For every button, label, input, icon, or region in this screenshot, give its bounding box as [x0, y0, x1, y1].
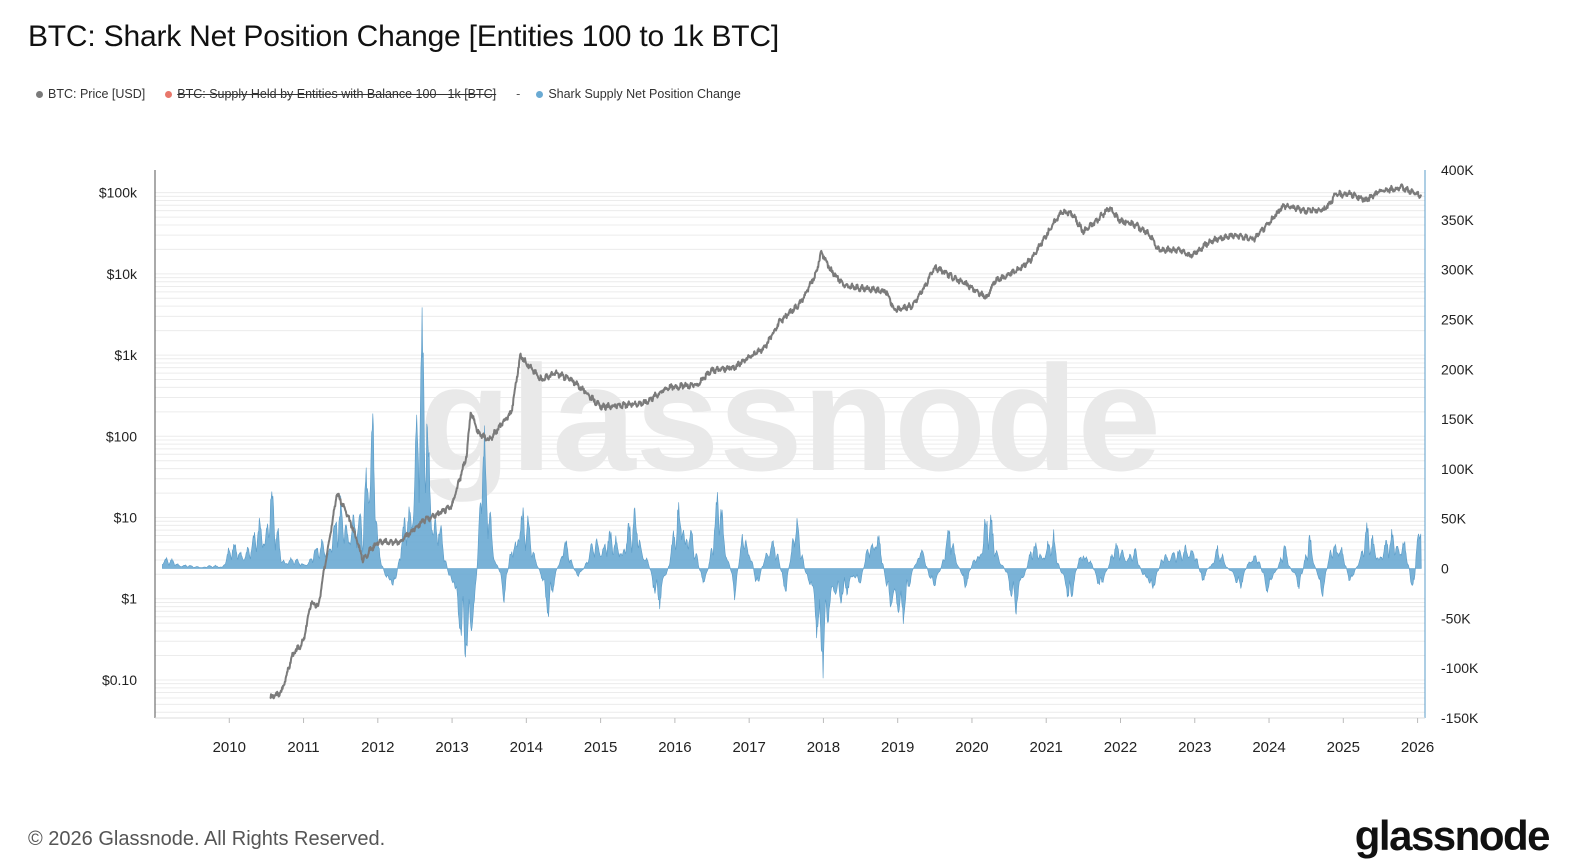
right-tick-label: 50K [1441, 511, 1467, 527]
right-tick-label: 200K [1441, 361, 1474, 377]
right-tick-label: 150K [1441, 411, 1474, 427]
price-series [269, 183, 1423, 700]
legend-label-net-change: Shark Supply Net Position Change [548, 87, 741, 101]
right-tick-label: 100K [1441, 461, 1474, 477]
legend-label-supply: BTC: Supply Held by Entities with Balanc… [177, 87, 497, 101]
footer-logo: glassnode [1354, 812, 1551, 859]
legend-item-supply[interactable]: BTC: Supply Held by Entities with Balanc… [165, 87, 496, 101]
x-tick-label: 2012 [361, 739, 394, 756]
left-tick-label: $1k [114, 347, 138, 363]
left-tick-label: $10 [114, 510, 138, 526]
x-tick-label: 2026 [1401, 739, 1434, 756]
right-tick-label: 300K [1441, 262, 1474, 278]
net-change-series [162, 307, 1422, 679]
price-line [269, 183, 1423, 700]
legend-label-price: BTC: Price [USD] [48, 87, 146, 101]
footer-copyright: © 2026 Glassnode. All Rights Reserved. [28, 828, 386, 850]
watermark: glassnode [419, 334, 1161, 502]
x-tick-label: 2017 [732, 739, 765, 756]
left-tick-label: $10k [107, 266, 138, 282]
chart-title: BTC: Shark Net Position Change [Entities… [28, 20, 780, 53]
x-tick-label: 2010 [213, 739, 246, 756]
x-tick-label: 2019 [881, 739, 914, 756]
legend-dot-supply [165, 90, 173, 98]
legend-dot-net-change [536, 90, 544, 98]
right-tick-label: 250K [1441, 311, 1474, 327]
right-tick-label: -100K [1441, 660, 1479, 676]
x-tick-label: 2014 [510, 739, 543, 756]
right-tick-label: 0 [1441, 561, 1449, 577]
legend-item-price[interactable]: BTC: Price [USD] [36, 87, 145, 101]
left-tick-label: $100k [99, 185, 138, 201]
left-tick-label: $0.10 [102, 672, 137, 688]
axes-layer: $0.10 $1 $10 $100 $1k $10k $100k 400K 350K 300K 25… [99, 162, 1479, 756]
x-tick-label: 2025 [1327, 739, 1360, 756]
right-tick-label: 350K [1441, 212, 1474, 228]
legend-dot-price [36, 90, 43, 98]
x-tick-label: 2024 [1252, 739, 1285, 756]
x-tick-label: 2016 [658, 739, 691, 756]
legend: BTC: Price [USD] BTC: Supply Held by Ent… [36, 87, 761, 101]
left-tick-label: $100 [106, 428, 137, 444]
x-tick-label: 2018 [807, 739, 840, 756]
x-tick-label: 2022 [1104, 739, 1137, 756]
net-change-area [162, 307, 1422, 679]
left-tick-label: $1 [121, 591, 137, 607]
right-tick-label: -150K [1441, 710, 1479, 726]
x-tick-label: 2021 [1030, 739, 1063, 756]
legend-item-net-change[interactable]: Shark Supply Net Position Change [536, 87, 741, 101]
right-tick-label: 400K [1441, 162, 1474, 178]
right-tick-label: -50K [1441, 610, 1471, 626]
x-tick-label: 2013 [435, 739, 468, 756]
x-tick-label: 2011 [287, 739, 319, 756]
x-tick-label: 2020 [955, 739, 988, 756]
x-tick-label: 2015 [584, 739, 617, 756]
x-tick-label: 2023 [1178, 739, 1211, 756]
legend-separator: - [516, 87, 521, 101]
